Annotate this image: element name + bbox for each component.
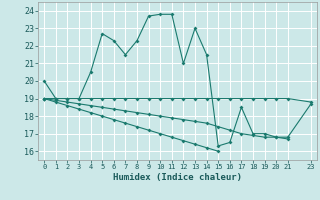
X-axis label: Humidex (Indice chaleur): Humidex (Indice chaleur) xyxy=(113,173,242,182)
